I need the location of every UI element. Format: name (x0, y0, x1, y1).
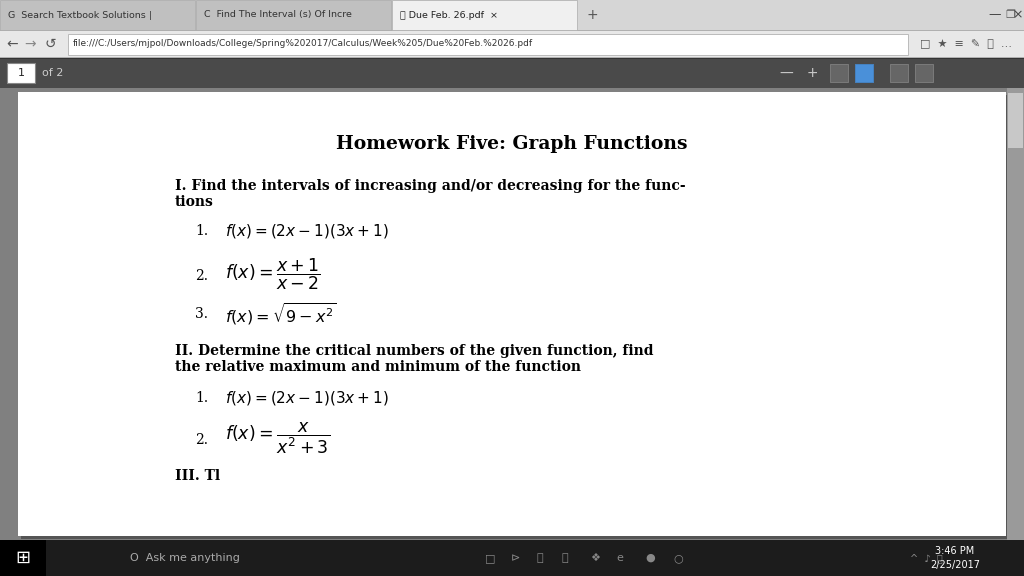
Bar (0, 30, 1024, 58)
Text: of 2: of 2 (42, 68, 63, 78)
Bar (68, 34, 908, 55)
Text: ❐: ❐ (1005, 10, 1015, 20)
Text: 1: 1 (17, 68, 25, 78)
Text: $f(x) = \dfrac{x+1}{x-2}$: $f(x) = \dfrac{x+1}{x-2}$ (225, 256, 321, 291)
Bar (855, 64, 873, 82)
Text: ⊞: ⊞ (15, 549, 31, 567)
Text: 🔒: 🔒 (562, 553, 568, 563)
Text: 1.: 1. (195, 224, 208, 238)
Text: Homework Five: Graph Functions: Homework Five: Graph Functions (336, 135, 688, 153)
Text: 2/25/2017: 2/25/2017 (930, 560, 980, 570)
Text: $f(x) = \dfrac{x}{x^2+3}$: $f(x) = \dfrac{x}{x^2+3}$ (225, 420, 330, 456)
Bar (890, 64, 908, 82)
Text: 📋 Due Feb. 26.pdf  ×: 📋 Due Feb. 26.pdf × (400, 10, 498, 20)
Bar (7, 63, 35, 83)
Text: 2.: 2. (195, 269, 208, 283)
Bar (1008, 93, 1023, 148)
Bar (855, 64, 873, 82)
Bar (0, 540, 1024, 576)
Bar (0, 58, 1024, 88)
Text: ❖: ❖ (590, 553, 600, 563)
Bar (22, 95, 1009, 539)
Text: I. Find the intervals of increasing and/or decreasing for the func-: I. Find the intervals of increasing and/… (175, 179, 686, 193)
Bar (830, 64, 848, 82)
Bar (0, 0, 1024, 30)
Text: ●: ● (645, 553, 655, 563)
Text: ↺: ↺ (44, 37, 56, 51)
Text: 1.: 1. (195, 391, 208, 405)
Text: $f(x) = (2x - 1)(3x + 1)$: $f(x) = (2x - 1)(3x + 1)$ (225, 222, 389, 240)
Text: the relative maximum and minimum of the function: the relative maximum and minimum of the … (175, 360, 581, 374)
Bar (0, 88, 1024, 540)
Text: 2.: 2. (195, 433, 208, 447)
Text: ⊳: ⊳ (510, 553, 520, 563)
Text: □: □ (484, 553, 496, 563)
Text: e: e (616, 553, 624, 563)
Text: II. Determine the critical numbers of the given function, find: II. Determine the critical numbers of th… (175, 344, 653, 358)
Text: ←: ← (6, 37, 17, 51)
Text: $f(x) = (2x - 1)(3x + 1)$: $f(x) = (2x - 1)(3x + 1)$ (225, 389, 389, 407)
Text: C  Find The Interval (s) Of Incre: C Find The Interval (s) Of Incre (204, 10, 352, 20)
Text: III. Tl: III. Tl (175, 469, 220, 483)
Bar (0, 58, 1024, 59)
Text: 3:46 PM: 3:46 PM (935, 546, 975, 556)
Text: G  Search Textbook Solutions |: G Search Textbook Solutions | (8, 10, 152, 20)
Text: ×: × (1013, 9, 1023, 21)
Bar (915, 64, 933, 82)
Text: 📁: 📁 (537, 553, 544, 563)
Bar (1007, 88, 1024, 540)
Text: $f(x) = \sqrt{9 - x^2}$: $f(x) = \sqrt{9 - x^2}$ (225, 301, 337, 327)
Bar (0, 540, 46, 576)
Text: —: — (989, 9, 1001, 21)
Text: file:///C:/Users/mjpol/Downloads/College/Spring%202017/Calculus/Week%205/Due%20F: file:///C:/Users/mjpol/Downloads/College… (73, 40, 534, 48)
Text: ^  ♪  🔋: ^ ♪ 🔋 (910, 553, 943, 563)
Bar (392, 0, 577, 30)
Text: tions: tions (175, 195, 214, 209)
Text: O  Ask me anything: O Ask me anything (130, 553, 240, 563)
Text: □  ★  ≡  ✎  🔒  …: □ ★ ≡ ✎ 🔒 … (920, 39, 1012, 49)
Text: ○: ○ (673, 553, 683, 563)
Text: →: → (25, 37, 36, 51)
Bar (0, 0, 195, 30)
Bar (18, 92, 1006, 536)
Bar (0, 30, 1024, 31)
Text: 3.: 3. (195, 307, 208, 321)
Bar (0, 57, 1024, 58)
Text: —   +: — + (780, 66, 818, 80)
Text: +: + (587, 8, 599, 22)
Bar (196, 0, 391, 30)
